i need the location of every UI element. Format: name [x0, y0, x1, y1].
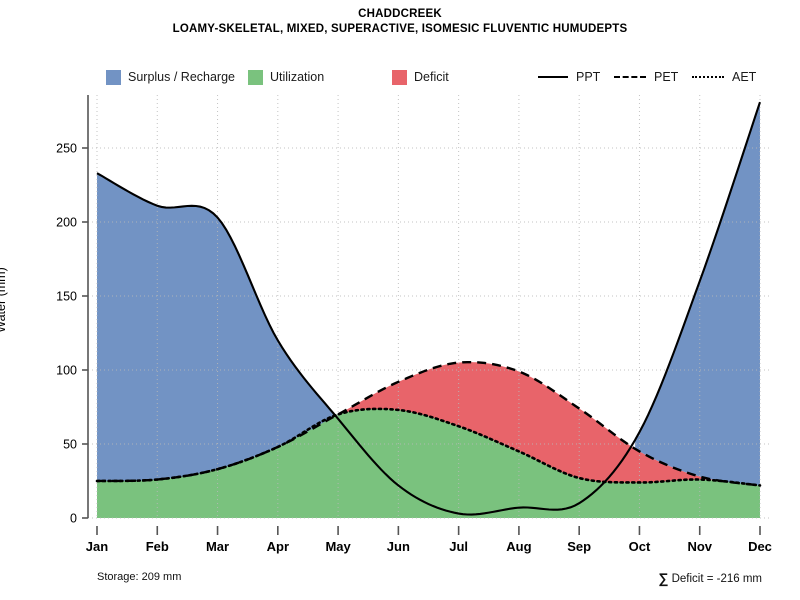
- y-axis-tick-label: 150: [56, 290, 77, 304]
- deficit-annotation-text: Deficit = -216 mm: [671, 573, 762, 585]
- y-axis-title: Water (mm): [0, 267, 8, 333]
- legend-swatch-deficit: [392, 69, 407, 85]
- page-title: CHADDCREEK: [358, 8, 442, 20]
- x-axis-tick-label: May: [325, 539, 351, 554]
- series-line-ppt: [96, 101, 761, 516]
- area-deficit: [342, 362, 719, 483]
- legend-label-deficit: Deficit: [414, 70, 449, 84]
- x-axis-tick-label: Jan: [86, 539, 108, 554]
- legend-item-aet: AET: [692, 68, 756, 86]
- x-axis-tick-label: Aug: [506, 539, 531, 554]
- legend-item-utilization: Utilization: [248, 68, 324, 86]
- storage-annotation: Storage: 209 mm: [97, 571, 182, 583]
- line-solid-icon: [538, 75, 568, 79]
- legend-label-pet: PET: [654, 70, 679, 84]
- x-axis-tick-label: Mar: [206, 539, 229, 554]
- legend-swatch-surplus: [106, 69, 121, 85]
- chart-title-block: CHADDCREEK LOAMY-SKELETAL, MIXED, SUPERA…: [0, 7, 800, 37]
- x-axis-tick-label: Jul: [449, 539, 468, 554]
- legend-label-ppt: PPT: [576, 70, 601, 84]
- deficit-annotation: ∑ Deficit = -216 mm: [658, 570, 762, 586]
- area-surplus: [97, 173, 334, 481]
- y-axis-tick-label: 200: [56, 216, 77, 230]
- x-axis-tick-label: Feb: [146, 539, 169, 554]
- x-axis-tick-label: Apr: [267, 539, 289, 554]
- legend-label-utilization: Utilization: [270, 70, 325, 84]
- legend-item-surplus: Surplus / Recharge: [106, 68, 235, 86]
- x-axis-tick-label: Nov: [687, 539, 712, 554]
- x-axis-tick-label: Sep: [567, 539, 591, 554]
- legend-item-ppt: PPT: [538, 68, 600, 86]
- legend-label-surplus: Surplus / Recharge: [128, 70, 236, 84]
- legend-label-aet: AET: [732, 70, 757, 84]
- line-dashed-icon: [614, 76, 646, 78]
- sigma-symbol: ∑: [658, 570, 669, 586]
- chart-legend: Surplus / Recharge Utilization Deficit P…: [0, 68, 800, 86]
- legend-item-deficit: Deficit: [392, 68, 449, 86]
- x-axis-tick-label: Jun: [387, 539, 410, 554]
- page-subtitle: LOAMY-SKELETAL, MIXED, SUPERACTIVE, ISOM…: [172, 23, 628, 35]
- line-dotted-icon: [692, 76, 724, 78]
- legend-swatch-utilization: [248, 69, 263, 85]
- y-axis-tick-label: 250: [56, 142, 77, 156]
- y-axis-tick-label: 50: [63, 438, 77, 452]
- y-axis-tick-label: 0: [70, 512, 77, 526]
- y-axis-tick-label: 100: [56, 364, 77, 378]
- x-axis-tick-label: Oct: [629, 539, 651, 554]
- legend-item-pet: PET: [614, 68, 678, 86]
- x-axis-tick-label: Dec: [748, 539, 772, 554]
- series-line-aet: [95, 407, 762, 487]
